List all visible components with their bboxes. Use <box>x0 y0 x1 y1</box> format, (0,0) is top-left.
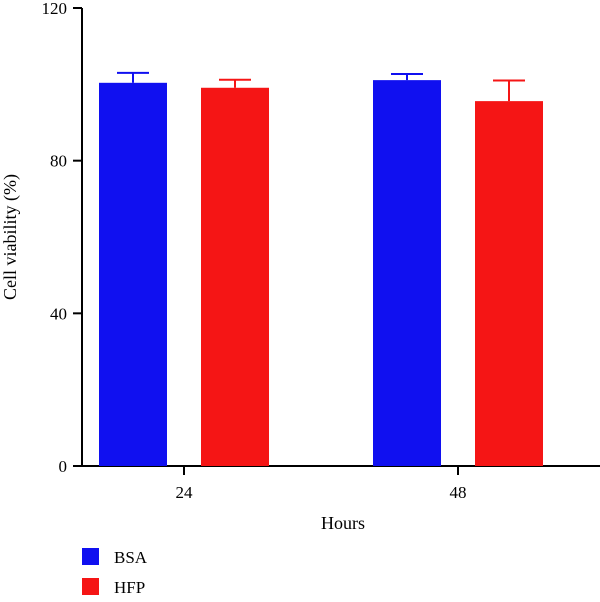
legend: BSA HFP <box>82 548 148 597</box>
error-bars-group <box>117 71 525 102</box>
bar-bsa-48 <box>373 80 441 466</box>
legend-swatch-bsa <box>82 548 99 565</box>
x-axis: 24 48 <box>81 465 600 502</box>
bar-hfp-24 <box>201 87 269 466</box>
y-tick-label: 0 <box>59 457 68 476</box>
x-tick-label: 24 <box>176 483 194 502</box>
y-tick-label: 120 <box>42 0 68 18</box>
x-tick-label: 48 <box>450 483 467 502</box>
y-axis: 0 40 80 120 <box>42 0 83 476</box>
legend-swatch-hfp <box>82 578 99 595</box>
bars-group <box>99 80 543 467</box>
bar-hfp-48 <box>475 101 543 467</box>
legend-label-hfp: HFP <box>114 578 145 597</box>
bar-bsa-24 <box>99 82 167 466</box>
x-axis-title: Hours <box>321 513 365 533</box>
y-tick-label: 80 <box>50 152 67 171</box>
y-axis-title: Cell viability (%) <box>0 174 21 300</box>
y-tick-label: 40 <box>50 304 67 323</box>
legend-label-bsa: BSA <box>114 548 148 567</box>
